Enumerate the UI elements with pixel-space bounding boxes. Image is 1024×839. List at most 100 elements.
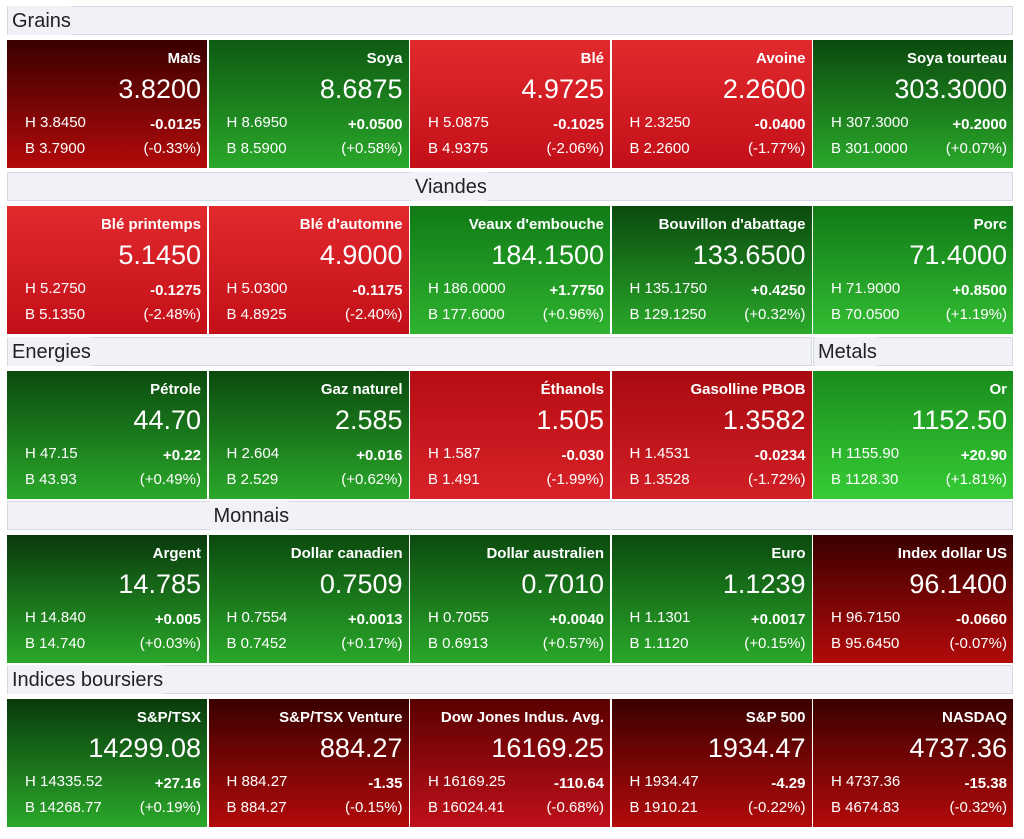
quote-change: -0.0660 — [956, 611, 1007, 628]
quote-price: 14.785 — [118, 569, 201, 599]
quote-price: 14299.08 — [88, 733, 201, 763]
quote-low: B 14.740 — [25, 635, 86, 652]
quote-high: H 96.7150 — [831, 609, 901, 626]
quote-change: +20.90 — [960, 447, 1007, 464]
quote-name: Dollar canadien — [290, 545, 403, 562]
section-band — [7, 665, 1013, 694]
quote-high: H 5.0300 — [226, 280, 288, 297]
quote-tile: Bouvillon d'abattage 133.6500 H 135.1750 +0… — [611, 206, 812, 334]
quote-name: Blé d'automne — [299, 216, 403, 233]
quote-low: B 5.1350 — [25, 306, 86, 323]
quote-tile: Blé 4.9725 H 5.0875 -0.1025 B 4.9375 (-2.06%) — [410, 40, 610, 168]
quote-percent: (-0.68%) — [546, 799, 604, 816]
quote-percent: (-1.99%) — [546, 471, 604, 488]
quote-price: 4.9725 — [521, 74, 604, 104]
quote-tile: Dow Jones Indus. Avg. 16169.25 H 16169.25 -… — [410, 699, 610, 827]
quote-percent: (-0.32%) — [949, 799, 1007, 816]
quote-high: H 1155.90 — [831, 445, 900, 462]
quote-tile: Soya tourteau 303.3000 H 307.3000 +0.2000 B … — [813, 40, 1013, 168]
quote-percent: (+0.32%) — [744, 306, 806, 323]
quote-percent: (-0.15%) — [344, 799, 403, 816]
quote-high: H 186.0000 — [428, 280, 506, 297]
quote-percent: (-0.33%) — [143, 140, 201, 157]
quote-change: -0.1275 — [150, 282, 201, 299]
quote-name: Soya tourteau — [906, 50, 1007, 67]
section-band — [7, 172, 1013, 201]
quote-change: +27.16 — [154, 775, 201, 792]
quote-name: S&P/TSX Venture — [279, 709, 403, 726]
quote-name: S&P 500 — [745, 709, 806, 726]
quote-percent: (-0.22%) — [747, 799, 806, 816]
quote-high: H 0.7055 — [428, 609, 489, 626]
quote-tile: S&P/TSX 14299.08 H 14335.52 +27.16 B 14268.7… — [7, 699, 207, 827]
quote-high: H 307.3000 — [831, 114, 909, 131]
quote-percent: (+1.81%) — [945, 471, 1007, 488]
quote-price: 5.1450 — [118, 240, 201, 270]
quote-change: -0.0400 — [754, 116, 806, 133]
quote-percent: (-1.72%) — [747, 471, 806, 488]
quote-name: Or — [989, 381, 1007, 398]
section-band — [7, 337, 812, 366]
quote-high: H 5.2750 — [25, 280, 86, 297]
quote-tile: Gasolline PBOB 1.3582 H 1.4531 -0.0234 B 1.3… — [611, 371, 812, 499]
quote-percent: (+0.62%) — [341, 471, 403, 488]
quote-low: B 95.6450 — [831, 635, 900, 652]
quote-change: -4.29 — [771, 775, 806, 792]
quote-name: Dollar australien — [486, 545, 604, 562]
quote-low: B 3.7900 — [25, 140, 86, 157]
quote-tile: Dollar australien 0.7010 H 0.7055 +0.0040 B … — [410, 535, 610, 663]
quote-name: Bouvillon d'abattage — [658, 216, 806, 233]
quote-low: B 2.2600 — [629, 140, 690, 157]
section-title: Energies — [8, 337, 91, 366]
quote-low: B 129.1250 — [629, 306, 707, 323]
quote-high: H 5.0875 — [428, 114, 489, 131]
quote-tile: Blé d'automne 4.9000 H 5.0300 -0.1175 B 4.89… — [208, 206, 409, 334]
quote-high: H 16169.25 — [428, 773, 506, 790]
quote-change: -0.030 — [561, 447, 604, 464]
quote-percent: (-0.07%) — [949, 635, 1007, 652]
quote-name: Veaux d'embouche — [468, 216, 604, 233]
quote-low: B 1128.30 — [831, 471, 899, 488]
quote-low: B 43.93 — [25, 471, 77, 488]
quote-name: Pétrole — [150, 381, 201, 398]
quote-tile: S&P 500 1934.47 H 1934.47 -4.29 B 1910.21 (-0… — [611, 699, 812, 827]
quote-price: 884.27 — [319, 733, 403, 763]
quote-high: H 4737.36 — [831, 773, 901, 790]
quote-high: H 47.15 — [25, 445, 78, 462]
quote-tile: Pétrole 44.70 H 47.15 +0.22 B 43.93 (+0.49%) — [7, 371, 207, 499]
quote-name: Dow Jones Indus. Avg. — [440, 709, 604, 726]
quote-tile: Gaz naturel 2.585 H 2.604 +0.016 B 2.529 (+0.… — [208, 371, 409, 499]
quote-percent: (-2.40%) — [344, 306, 403, 323]
quote-change: +0.2000 — [952, 116, 1007, 133]
quote-price: 2.585 — [334, 405, 403, 435]
quote-low: B 70.0500 — [831, 306, 900, 323]
section-title: Monnais — [209, 501, 290, 530]
quote-price: 0.7509 — [319, 569, 403, 599]
quote-low: B 0.7452 — [226, 635, 287, 652]
quote-high: H 14335.52 — [25, 773, 103, 790]
quote-high: H 3.8450 — [25, 114, 86, 131]
quote-name: Blé — [580, 50, 604, 67]
quote-price: 133.6500 — [692, 240, 806, 270]
quote-change: -110.64 — [553, 775, 604, 792]
quote-price: 44.70 — [133, 405, 201, 435]
quote-price: 184.1500 — [491, 240, 604, 270]
quote-change: -0.0125 — [150, 116, 201, 133]
quote-low: B 4674.83 — [831, 799, 900, 816]
quote-change: -0.1175 — [352, 282, 403, 299]
quote-high: H 71.9000 — [831, 280, 901, 297]
quote-low: B 177.6000 — [428, 306, 505, 323]
quote-price: 1.1239 — [722, 569, 806, 599]
quote-price: 2.2600 — [722, 74, 806, 104]
quote-percent: (-2.48%) — [143, 306, 201, 323]
quote-tile: Index dollar US 96.1400 H 96.7150 -0.0660 B … — [813, 535, 1013, 663]
quote-percent: (+0.07%) — [945, 140, 1007, 157]
section-band — [7, 501, 1013, 530]
quote-low: B 1.1120 — [629, 635, 689, 652]
quote-tile: Argent 14.785 H 14.840 +0.005 B 14.740 (+0.03… — [7, 535, 207, 663]
quote-high: H 1.4531 — [629, 445, 691, 462]
quote-tile: Éthanols 1.505 H 1.587 -0.030 B 1.491 (-1.99%… — [410, 371, 610, 499]
quote-name: Éthanols — [540, 381, 604, 398]
quote-name: Gasolline PBOB — [690, 381, 806, 398]
section-band — [7, 6, 1013, 35]
